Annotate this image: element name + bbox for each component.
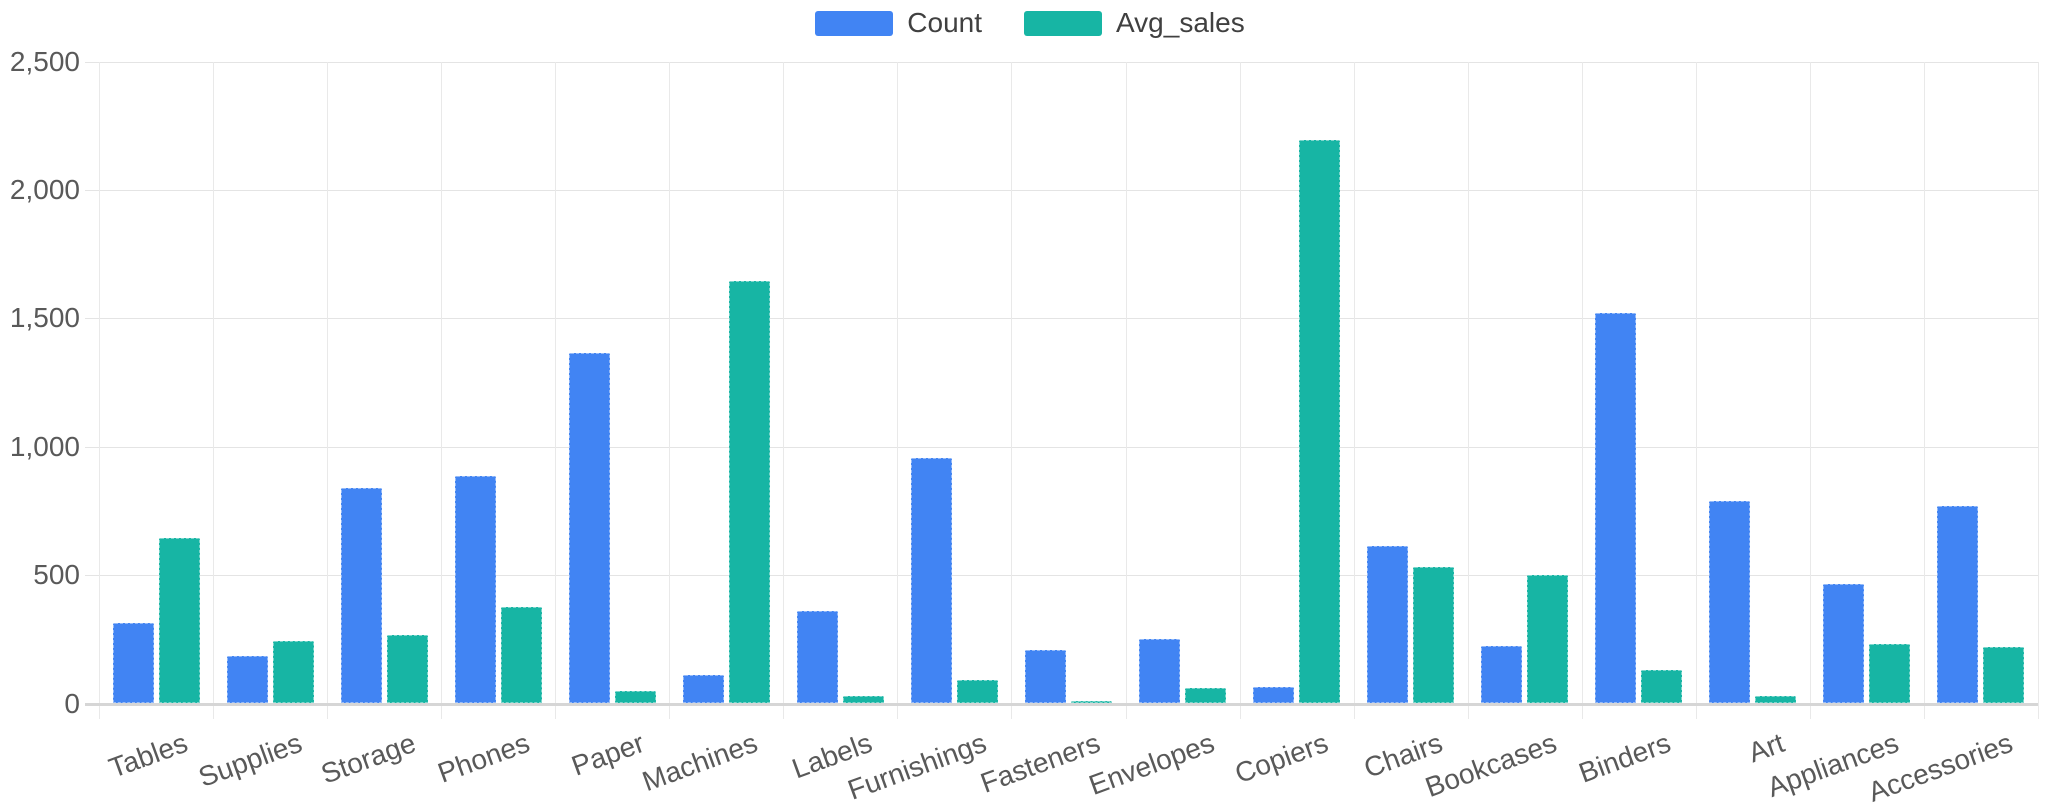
y-tick-label-0: 0 bbox=[64, 687, 80, 719]
y-tick-label-1500: 1,500 bbox=[9, 302, 80, 334]
gridline-v-15 bbox=[1809, 61, 1811, 719]
bar-avg-sales-accessories[interactable] bbox=[1983, 647, 2025, 704]
x-category-label-copiers: Copiers bbox=[1230, 727, 1333, 790]
bar-avg-sales-paper[interactable] bbox=[614, 690, 656, 704]
gridline-v-10 bbox=[1239, 61, 1241, 719]
y-tick-label-2000: 2,000 bbox=[9, 173, 80, 205]
bar-avg-sales-bookcases[interactable] bbox=[1527, 575, 1569, 704]
gridline-v-5 bbox=[669, 61, 671, 719]
gridline-h-1000 bbox=[85, 446, 2038, 448]
bar-count-accessories[interactable] bbox=[1937, 505, 1979, 704]
bar-avg-sales-phones[interactable] bbox=[500, 607, 542, 704]
bar-count-bookcases[interactable] bbox=[1481, 645, 1523, 704]
gridline-v-2 bbox=[327, 61, 329, 719]
x-category-label-fasteners: Fasteners bbox=[976, 727, 1105, 799]
bar-count-storage[interactable] bbox=[340, 487, 382, 704]
bar-avg-sales-copiers[interactable] bbox=[1299, 139, 1341, 704]
gridline-v-14 bbox=[1695, 61, 1697, 719]
gridline-v-9 bbox=[1125, 61, 1127, 719]
bar-count-labels[interactable] bbox=[796, 611, 838, 704]
gridline-v-3 bbox=[441, 61, 443, 719]
gridline-h-2000 bbox=[85, 189, 2038, 191]
bar-avg-sales-tables[interactable] bbox=[158, 537, 200, 704]
x-category-label-phones: Phones bbox=[433, 727, 534, 789]
bar-avg-sales-supplies[interactable] bbox=[272, 640, 314, 704]
gridline-v-16 bbox=[1923, 61, 1925, 719]
legend-label: Count bbox=[907, 7, 983, 38]
bar-count-envelopes[interactable] bbox=[1139, 639, 1181, 704]
x-category-label-machines: Machines bbox=[638, 727, 762, 798]
gridline-h-1500 bbox=[85, 318, 2038, 320]
gridline-h-2500 bbox=[85, 61, 2038, 63]
y-tick-label-1000: 1,000 bbox=[9, 430, 80, 462]
gridline-v-7 bbox=[897, 61, 899, 719]
bar-count-machines[interactable] bbox=[682, 675, 724, 704]
bar-count-supplies[interactable] bbox=[226, 655, 268, 704]
x-category-label-supplies: Supplies bbox=[194, 727, 306, 793]
gridline-v-12 bbox=[1467, 61, 1469, 719]
bar-avg-sales-appliances[interactable] bbox=[1869, 644, 1911, 704]
x-category-label-art: Art bbox=[1744, 727, 1789, 769]
bar-avg-sales-furnishings[interactable] bbox=[956, 680, 998, 704]
gridline-v-1 bbox=[213, 61, 215, 719]
gridline-v-17 bbox=[2038, 61, 2039, 719]
legend-swatch-count bbox=[815, 10, 894, 36]
bar-avg-sales-chairs[interactable] bbox=[1413, 567, 1455, 704]
gridline-v-4 bbox=[555, 61, 557, 719]
x-axis-line bbox=[85, 702, 2038, 706]
x-category-label-storage: Storage bbox=[316, 727, 420, 790]
bar-count-binders[interactable] bbox=[1595, 313, 1637, 704]
legend-item-count[interactable]: Count bbox=[815, 7, 982, 39]
bar-avg-sales-storage[interactable] bbox=[386, 635, 428, 704]
bar-avg-sales-art[interactable] bbox=[1755, 695, 1797, 704]
bar-count-appliances[interactable] bbox=[1823, 584, 1865, 704]
bar-avg-sales-machines[interactable] bbox=[728, 281, 770, 704]
bar-count-fasteners[interactable] bbox=[1025, 649, 1066, 704]
bar-count-copiers[interactable] bbox=[1253, 686, 1295, 704]
gridline-v-11 bbox=[1353, 61, 1355, 719]
bar-count-tables[interactable] bbox=[112, 622, 154, 704]
bar-count-furnishings[interactable] bbox=[910, 458, 952, 704]
bar-avg-sales-envelopes[interactable] bbox=[1185, 688, 1227, 704]
x-category-label-envelopes: Envelopes bbox=[1084, 727, 1219, 801]
bar-avg-sales-binders[interactable] bbox=[1641, 670, 1683, 704]
gridline-v-0 bbox=[99, 61, 100, 719]
bar-count-chairs[interactable] bbox=[1367, 545, 1409, 704]
bar-count-phones[interactable] bbox=[454, 476, 496, 704]
gridline-h-500 bbox=[85, 575, 2038, 577]
x-category-label-binders: Binders bbox=[1574, 727, 1675, 789]
bar-count-paper[interactable] bbox=[568, 352, 610, 704]
bar-count-art[interactable] bbox=[1709, 500, 1751, 704]
gridline-v-6 bbox=[783, 61, 785, 719]
gridline-v-8 bbox=[1011, 61, 1013, 719]
legend-item-avg-sales[interactable]: Avg_sales bbox=[1024, 7, 1245, 39]
x-category-label-bookcases: Bookcases bbox=[1421, 727, 1561, 803]
legend-label: Avg_sales bbox=[1116, 7, 1245, 38]
x-category-label-tables: Tables bbox=[104, 727, 192, 784]
x-category-label-paper: Paper bbox=[567, 727, 648, 782]
legend-swatch-avg-sales bbox=[1024, 10, 1103, 36]
bar-avg-sales-labels[interactable] bbox=[842, 695, 884, 704]
gridline-v-13 bbox=[1581, 61, 1583, 719]
y-tick-label-500: 500 bbox=[33, 559, 80, 591]
bar-avg-sales-fasteners[interactable] bbox=[1071, 700, 1112, 704]
chart-legend: Count Avg_sales bbox=[0, 6, 2060, 40]
y-tick-label-2500: 2,500 bbox=[9, 45, 80, 77]
